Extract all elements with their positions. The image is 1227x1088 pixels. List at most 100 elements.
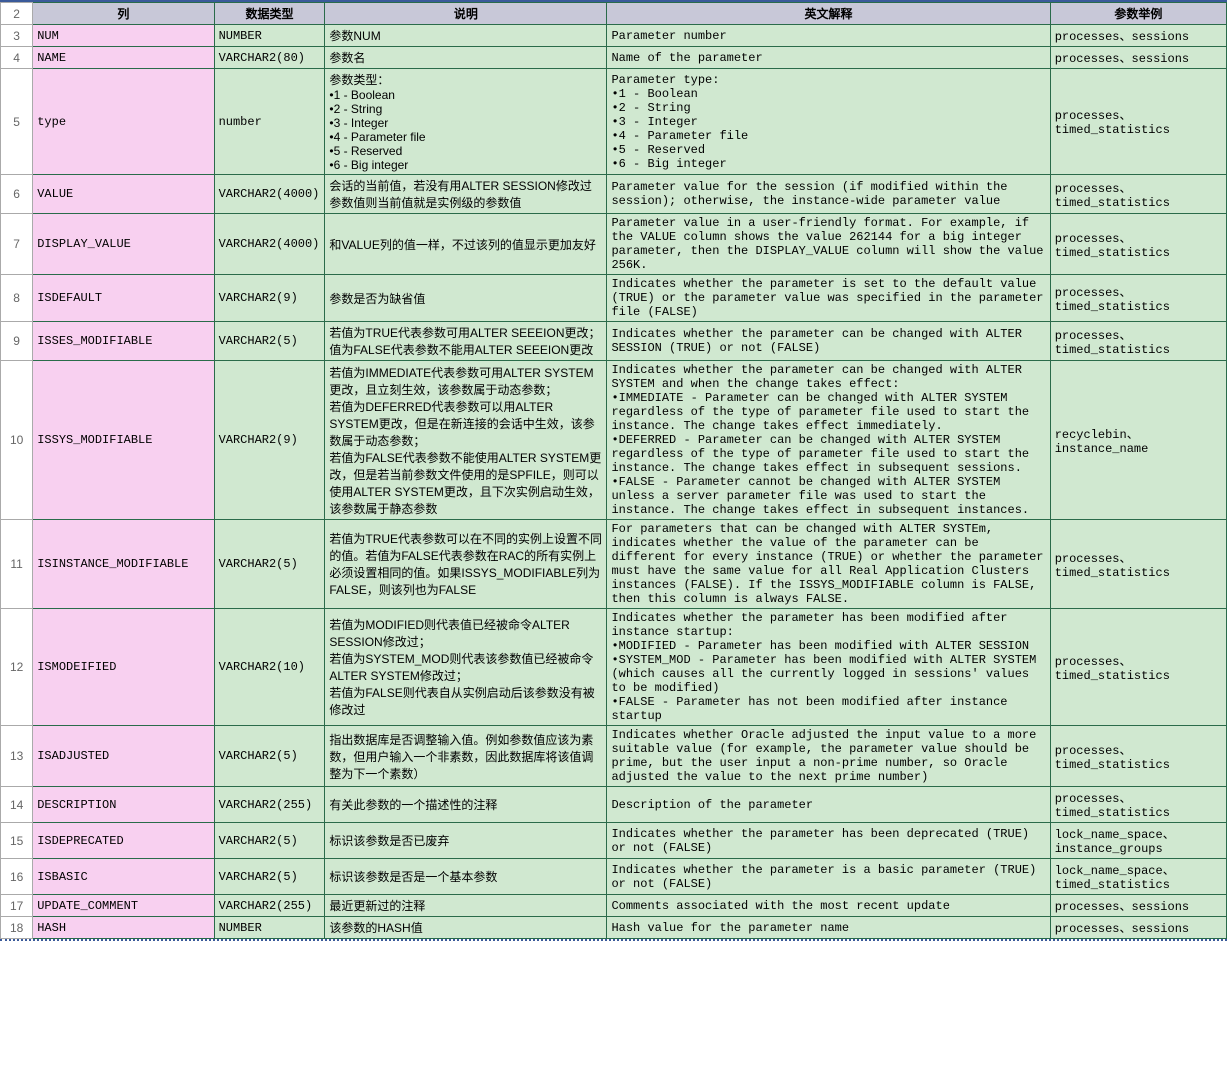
row-number: 11 xyxy=(1,520,33,609)
cell-description: 会话的当前值，若没有用ALTER SESSION修改过参数值则当前值就是实例级的… xyxy=(325,175,607,214)
cell-column-name: ISDEPRECATED xyxy=(33,823,214,859)
row-number: 8 xyxy=(1,275,33,322)
cell-data-type: number xyxy=(214,69,325,175)
cell-english: Indicates whether Oracle adjusted the in… xyxy=(607,726,1050,787)
cell-data-type: VARCHAR2(255) xyxy=(214,895,325,917)
cell-example: processes、sessions xyxy=(1050,25,1226,47)
cell-example: processes、timed_statistics xyxy=(1050,322,1226,361)
table-row: 3NUMNUMBER参数NUMParameter numberprocesses… xyxy=(1,25,1227,47)
cell-example: processes、timed_statistics xyxy=(1050,275,1226,322)
cell-description: 参数是否为缺省值 xyxy=(325,275,607,322)
cell-english: Comments associated with the most recent… xyxy=(607,895,1050,917)
cell-data-type: VARCHAR2(4000) xyxy=(214,175,325,214)
cell-column-name: type xyxy=(33,69,214,175)
cell-example: processes、timed_statistics xyxy=(1050,520,1226,609)
cell-data-type: VARCHAR2(5) xyxy=(214,520,325,609)
table-row: 18HASHNUMBER该参数的HASH值Hash value for the … xyxy=(1,917,1227,939)
table-row: 11ISINSTANCE_MODIFIABLEVARCHAR2(5)若值为TRU… xyxy=(1,520,1227,609)
cell-english: Indicates whether the parameter is set t… xyxy=(607,275,1050,322)
row-number: 16 xyxy=(1,859,33,895)
cell-data-type: VARCHAR2(9) xyxy=(214,361,325,520)
row-number: 15 xyxy=(1,823,33,859)
cell-example: lock_name_space、instance_groups xyxy=(1050,823,1226,859)
cell-description: 标识该参数是否已废弃 xyxy=(325,823,607,859)
cell-english: Indicates whether the parameter has been… xyxy=(607,823,1050,859)
cell-column-name: ISSES_MODIFIABLE xyxy=(33,322,214,361)
table-row: 17UPDATE_COMMENTVARCHAR2(255)最近更新过的注释Com… xyxy=(1,895,1227,917)
cell-english: For parameters that can be changed with … xyxy=(607,520,1050,609)
row-number: 18 xyxy=(1,917,33,939)
cell-english: Parameter value in a user-friendly forma… xyxy=(607,214,1050,275)
cell-english: Description of the parameter xyxy=(607,787,1050,823)
cell-english: Parameter value for the session (if modi… xyxy=(607,175,1050,214)
cell-example: processes、sessions xyxy=(1050,917,1226,939)
cell-example: processes、sessions xyxy=(1050,895,1226,917)
cell-example: lock_name_space、timed_statistics xyxy=(1050,859,1226,895)
row-number: 4 xyxy=(1,47,33,69)
cell-column-name: ISBASIC xyxy=(33,859,214,895)
cell-description: 最近更新过的注释 xyxy=(325,895,607,917)
cell-example: processes、sessions xyxy=(1050,47,1226,69)
cell-description: 若值为MODIFIED则代表值已经被命令ALTER SESSION修改过； 若值… xyxy=(325,609,607,726)
row-number: 3 xyxy=(1,25,33,47)
cell-column-name: ISDEFAULT xyxy=(33,275,214,322)
row-number: 6 xyxy=(1,175,33,214)
table-row: 7DISPLAY_VALUEVARCHAR2(4000)和VALUE列的值一样，… xyxy=(1,214,1227,275)
cell-example: processes、timed_statistics xyxy=(1050,726,1226,787)
table-row: 13ISADJUSTEDVARCHAR2(5)指出数据库是否调整输入值。例如参数… xyxy=(1,726,1227,787)
cell-description: 该参数的HASH值 xyxy=(325,917,607,939)
cell-column-name: ISINSTANCE_MODIFIABLE xyxy=(33,520,214,609)
cell-description: 标识该参数是否是一个基本参数 xyxy=(325,859,607,895)
cell-example: recyclebin、instance_name xyxy=(1050,361,1226,520)
table-row: 12ISMODEIFIEDVARCHAR2(10)若值为MODIFIED则代表值… xyxy=(1,609,1227,726)
cell-data-type: VARCHAR2(10) xyxy=(214,609,325,726)
cell-column-name: ISSYS_MODIFIABLE xyxy=(33,361,214,520)
cell-english: Hash value for the parameter name xyxy=(607,917,1050,939)
column-header: 列 xyxy=(33,3,214,25)
cell-data-type: VARCHAR2(255) xyxy=(214,787,325,823)
cell-data-type: NUMBER xyxy=(214,25,325,47)
cell-description: 指出数据库是否调整输入值。例如参数值应该为素数，但用户输入一个非素数，因此数据库… xyxy=(325,726,607,787)
cell-column-name: NAME xyxy=(33,47,214,69)
data-table: 2列数据类型说明英文解释参数举例3NUMNUMBER参数NUMParameter… xyxy=(0,2,1227,939)
table-row: 15ISDEPRECATEDVARCHAR2(5)标识该参数是否已废弃Indic… xyxy=(1,823,1227,859)
cell-english: Parameter number xyxy=(607,25,1050,47)
column-header: 英文解释 xyxy=(607,3,1050,25)
cell-column-name: NUM xyxy=(33,25,214,47)
cell-column-name: VALUE xyxy=(33,175,214,214)
cell-column-name: HASH xyxy=(33,917,214,939)
cell-column-name: DESCRIPTION xyxy=(33,787,214,823)
table-row: 10ISSYS_MODIFIABLEVARCHAR2(9)若值为IMMEDIAT… xyxy=(1,361,1227,520)
row-number: 14 xyxy=(1,787,33,823)
table-row: 5typenumber参数类型： •1 - Boolean •2 - Strin… xyxy=(1,69,1227,175)
cell-column-name: ISMODEIFIED xyxy=(33,609,214,726)
cell-data-type: VARCHAR2(5) xyxy=(214,859,325,895)
column-header: 数据类型 xyxy=(214,3,325,25)
cell-description: 若值为IMMEDIATE代表参数可用ALTER SYSTEM更改，且立刻生效，该… xyxy=(325,361,607,520)
cell-description: 和VALUE列的值一样，不过该列的值显示更加友好 xyxy=(325,214,607,275)
cell-english: Indicates whether the parameter can be c… xyxy=(607,361,1050,520)
cell-data-type: VARCHAR2(5) xyxy=(214,322,325,361)
spreadsheet-table: 2列数据类型说明英文解释参数举例3NUMNUMBER参数NUMParameter… xyxy=(0,0,1227,941)
cell-example: processes、timed_statistics xyxy=(1050,175,1226,214)
row-number: 9 xyxy=(1,322,33,361)
cell-data-type: NUMBER xyxy=(214,917,325,939)
cell-data-type: VARCHAR2(80) xyxy=(214,47,325,69)
table-row: 2列数据类型说明英文解释参数举例 xyxy=(1,3,1227,25)
cell-description: 有关此参数的一个描述性的注释 xyxy=(325,787,607,823)
cell-example: processes、timed_statistics xyxy=(1050,214,1226,275)
cell-description: 参数名 xyxy=(325,47,607,69)
cell-data-type: VARCHAR2(4000) xyxy=(214,214,325,275)
cell-description: 若值为TRUE代表参数可用ALTER SEEEION更改； 值为FALSE代表参… xyxy=(325,322,607,361)
cell-data-type: VARCHAR2(5) xyxy=(214,726,325,787)
cell-english: Name of the parameter xyxy=(607,47,1050,69)
cell-data-type: VARCHAR2(9) xyxy=(214,275,325,322)
cell-example: processes、timed_statistics xyxy=(1050,609,1226,726)
cell-column-name: DISPLAY_VALUE xyxy=(33,214,214,275)
cell-description: 若值为TRUE代表参数可以在不同的实例上设置不同的值。若值为FALSE代表参数在… xyxy=(325,520,607,609)
table-row: 4NAMEVARCHAR2(80)参数名Name of the paramete… xyxy=(1,47,1227,69)
cell-english: Indicates whether the parameter can be c… xyxy=(607,322,1050,361)
cell-column-name: ISADJUSTED xyxy=(33,726,214,787)
cell-example: processes、timed_statistics xyxy=(1050,69,1226,175)
cell-description: 参数类型： •1 - Boolean •2 - String •3 - Inte… xyxy=(325,69,607,175)
